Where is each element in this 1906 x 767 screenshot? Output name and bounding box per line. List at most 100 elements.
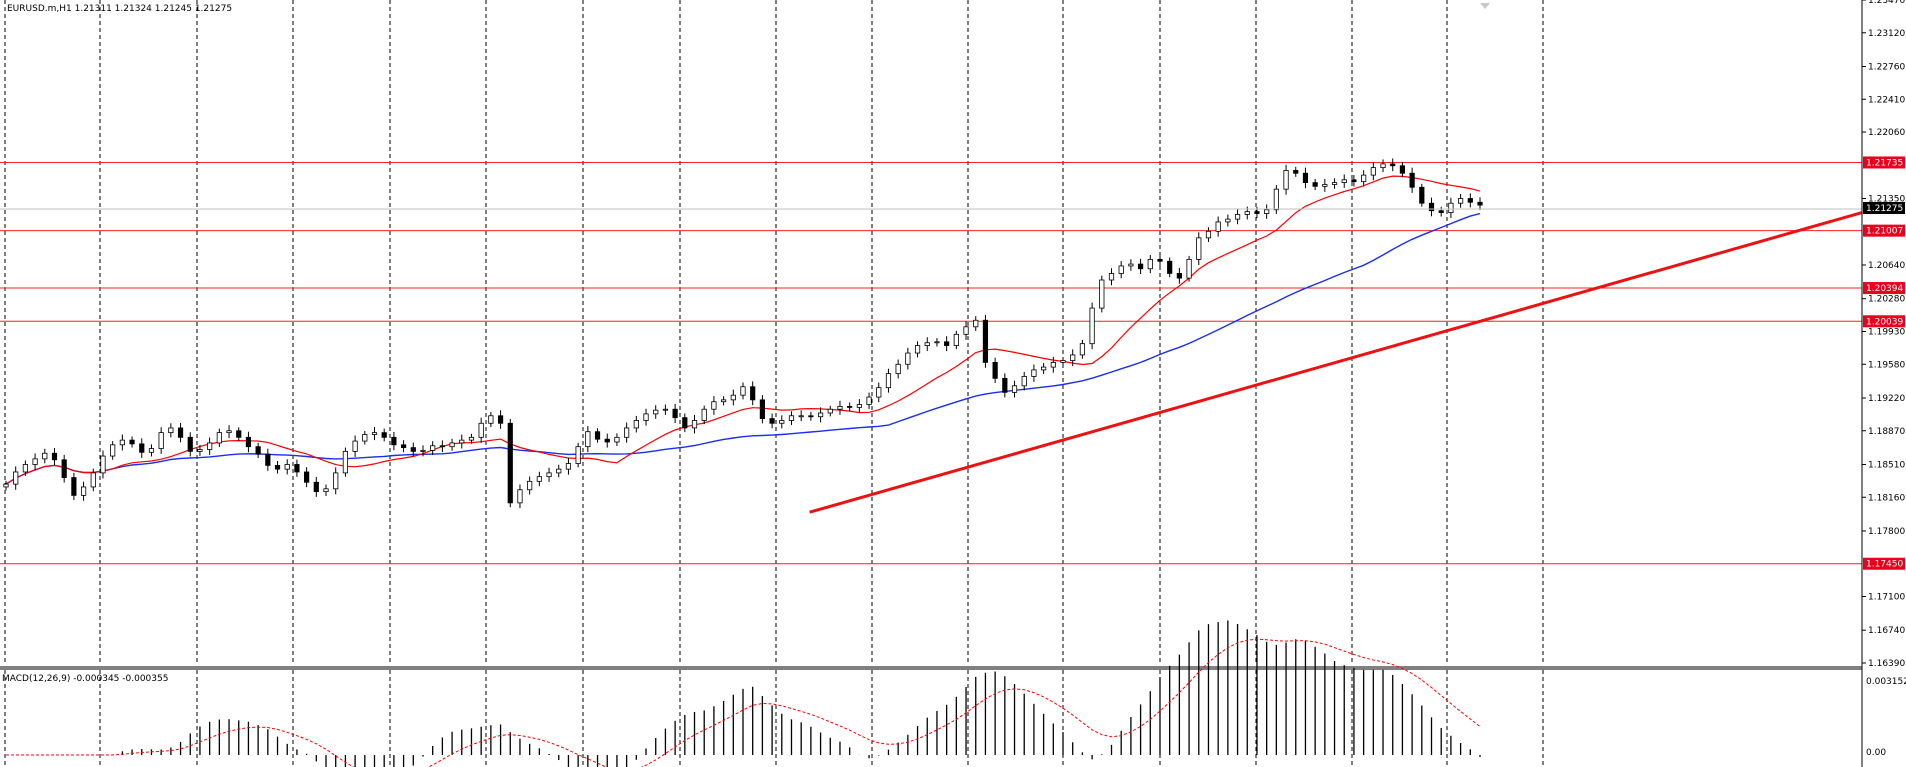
level-badge	[1863, 557, 1905, 570]
candle-body	[856, 404, 862, 408]
candle-body	[468, 436, 475, 441]
candle-body	[1399, 165, 1406, 174]
tick-label: 1.23120	[1868, 29, 1905, 39]
candle-body	[614, 436, 620, 443]
level-badge	[1863, 156, 1905, 169]
candle-body	[371, 432, 378, 435]
candle-body	[1186, 258, 1192, 279]
candle-body	[1147, 258, 1153, 270]
candle-body	[594, 431, 601, 440]
tick-label: 1.22410	[1868, 95, 1905, 105]
candle-body	[1089, 307, 1095, 345]
candle-body	[1244, 211, 1250, 215]
slow-ma-path	[5, 212, 1481, 485]
candle-body	[197, 449, 203, 452]
candle-body	[168, 427, 174, 434]
current-price-badge: 1.21275	[1863, 202, 1905, 214]
price-panel[interactable]: EURUSD.m,H1 1.21311 1.21324 1.21245 1.21…	[0, 0, 1863, 664]
candle-body	[1302, 172, 1309, 184]
candle-body	[701, 408, 707, 421]
tick-label: 1.16740	[1868, 626, 1905, 636]
candle-body	[750, 386, 756, 401]
candle-body	[265, 453, 271, 466]
horizontal-levels[interactable]	[0, 161, 1862, 565]
panel-separator[interactable]	[0, 666, 1862, 670]
candle-body	[323, 488, 329, 493]
candle-body	[245, 436, 252, 448]
candle-body	[798, 415, 804, 418]
candle-body	[633, 420, 639, 429]
candle-body	[1341, 179, 1347, 184]
macd-tick-label: 0.00	[1866, 748, 1886, 758]
candle-body	[992, 362, 998, 379]
candle-body	[837, 406, 843, 410]
price-scale[interactable]: 1.23470 1.23120 1.22760 1.22410 1.22060 1.213…	[1861, 0, 1906, 767]
candle-body	[430, 445, 436, 451]
candle-body	[759, 399, 765, 419]
candle-body	[963, 326, 969, 335]
candle-body	[973, 319, 979, 328]
candle-body	[788, 415, 795, 421]
candle-body	[905, 352, 911, 365]
tick-label: 1.20280	[1868, 295, 1905, 305]
candle-body	[1225, 218, 1231, 223]
candle-body	[1283, 170, 1289, 190]
candle-body	[1370, 167, 1376, 176]
macd-histogram	[121, 620, 1481, 767]
candles	[3, 158, 1483, 509]
trendline[interactable]	[809, 211, 1863, 514]
tick-label: 1.19580	[1868, 360, 1905, 370]
candle-body	[1322, 184, 1328, 187]
candle-body	[71, 477, 77, 496]
candle-body	[1205, 230, 1212, 239]
candle-body	[1031, 369, 1037, 377]
candle-body	[90, 472, 96, 488]
candle-body	[449, 442, 455, 448]
candle-body	[1458, 198, 1464, 204]
candle-body	[565, 463, 572, 470]
candle-body	[216, 432, 222, 444]
macd-tick-label: 0.003152	[1866, 677, 1906, 687]
candle-body	[400, 444, 407, 449]
candle-body	[1448, 202, 1454, 213]
shift-marker-icon[interactable]	[1480, 3, 1490, 9]
candle-body	[1351, 179, 1357, 183]
candle-body	[885, 373, 892, 389]
macd-panel[interactable]: MACD(12,26,9) -0.000345 -0.000355	[2, 620, 1544, 767]
candle-body	[478, 422, 484, 438]
candle-body	[177, 427, 184, 438]
candle-body	[1254, 211, 1260, 214]
candle-body	[381, 432, 387, 438]
candle-body	[1070, 354, 1076, 361]
candle-body	[653, 409, 659, 415]
tick-label: 1.22060	[1868, 128, 1905, 138]
candle-body	[827, 408, 833, 414]
tick-label: 1.20640	[1868, 261, 1905, 271]
candle-body	[187, 436, 193, 452]
candle-body	[1361, 174, 1367, 183]
candle-body	[1467, 198, 1473, 203]
candle-body	[662, 408, 669, 411]
candle-body	[22, 464, 28, 473]
candle-body	[643, 413, 649, 421]
candle-body	[1011, 385, 1018, 393]
candle-body	[1428, 202, 1435, 212]
candle-body	[604, 438, 610, 443]
candle-body	[139, 443, 145, 453]
tick-label: 1.18160	[1868, 493, 1905, 503]
candle-body	[876, 387, 882, 398]
tick-label: 1.19930	[1868, 328, 1905, 338]
level-label: 1.21735	[1866, 158, 1903, 168]
candle-body	[439, 445, 445, 448]
candle-body	[895, 363, 901, 375]
candle-body	[1196, 237, 1202, 260]
candle-body	[817, 412, 824, 418]
candle-body	[1167, 260, 1173, 274]
candle-body	[362, 434, 368, 442]
candle-body	[1264, 209, 1270, 214]
candle-body	[682, 417, 688, 429]
fast-ma-line	[5, 175, 1481, 485]
tick-label: 1.16390	[1868, 659, 1905, 669]
level-labels: 1.21735 1.21007 1.20394 1.20039 1.17450	[1863, 156, 1905, 570]
